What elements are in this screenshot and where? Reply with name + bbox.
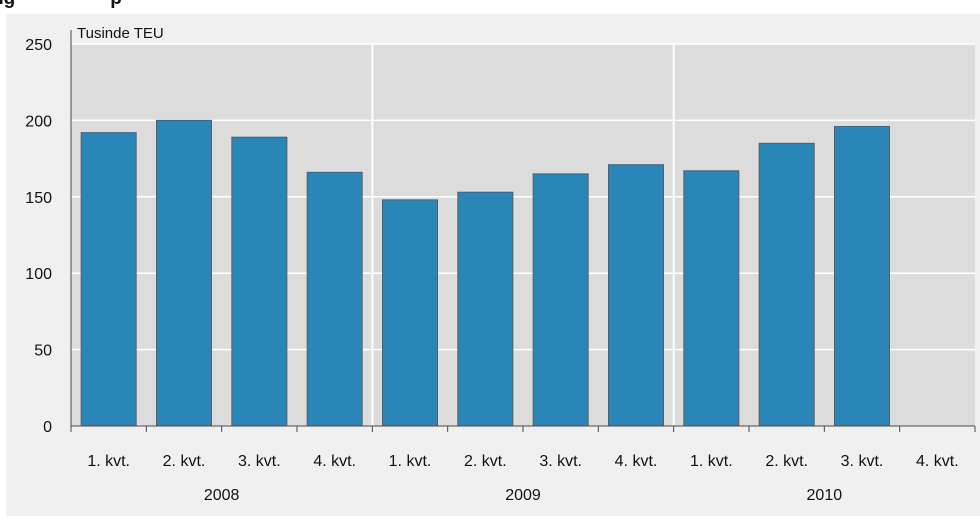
x-tick-label: 1. kvt. <box>389 453 432 470</box>
x-tick-label: 3. kvt. <box>238 453 281 470</box>
year-group-label: 2010 <box>807 487 843 504</box>
x-tick-label: 2. kvt. <box>464 453 507 470</box>
bar <box>306 171 363 427</box>
bar <box>683 170 740 427</box>
x-tick-label: 2. kvt. <box>765 453 808 470</box>
y-tick-label: 100 <box>25 266 52 283</box>
y-axis-label: Tusinde TEU <box>77 25 164 42</box>
bar <box>80 132 137 427</box>
bar <box>608 164 664 427</box>
gridlines <box>71 43 975 351</box>
year-group-label: 2009 <box>505 487 541 504</box>
year-group-label: 2008 <box>204 487 240 504</box>
x-tick-labels: 1. kvt. 2. kvt. 3. kvt. 4. kvt. 1. kvt. 2. kv… <box>87 453 958 470</box>
x-tick-label: 1. kvt. <box>690 453 733 470</box>
page-title: ng p <box>0 0 122 9</box>
y-tick-label: 250 <box>25 37 52 54</box>
y-tick-label: 200 <box>25 113 52 130</box>
x-tick-label: 2. kvt. <box>163 453 206 470</box>
y-tick-labels: 0 50 100 150 200 250 <box>25 37 52 436</box>
x-tick-label: 3. kvt. <box>841 453 884 470</box>
x-tick-label: 1. kvt. <box>87 453 130 470</box>
bar <box>156 119 212 427</box>
bar <box>532 173 589 427</box>
x-tick-label: 4. kvt. <box>313 453 356 470</box>
x-tick-label: 4. kvt. <box>916 453 959 470</box>
bar <box>382 199 438 427</box>
x-tick-label: 3. kvt. <box>539 453 582 470</box>
bar <box>758 142 815 427</box>
year-separators <box>371 44 675 426</box>
y-tick-label: 0 <box>43 419 52 436</box>
bar <box>834 126 890 427</box>
bar <box>457 191 514 427</box>
axes <box>70 30 976 432</box>
bars <box>80 119 890 427</box>
year-group-labels: 2008 2009 2010 <box>204 487 842 504</box>
plot-area <box>71 44 975 426</box>
y-tick-label: 150 <box>25 190 52 207</box>
x-tick-label: 4. kvt. <box>615 453 658 470</box>
y-tick-label: 50 <box>34 343 52 360</box>
bar <box>231 136 288 427</box>
